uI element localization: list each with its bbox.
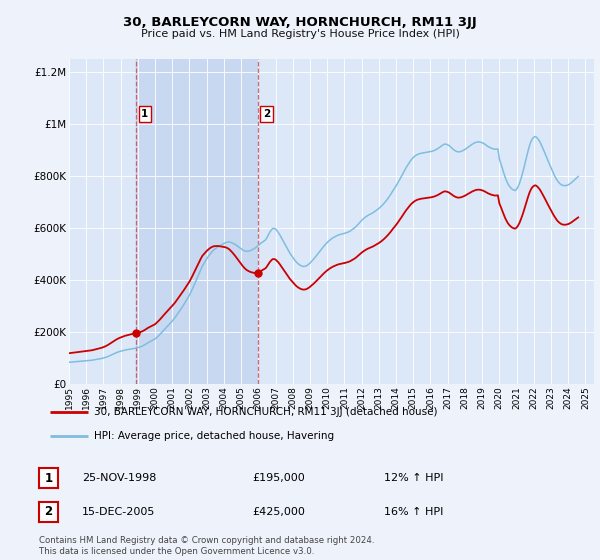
Text: 12% ↑ HPI: 12% ↑ HPI [384, 473, 443, 483]
Text: HPI: Average price, detached house, Havering: HPI: Average price, detached house, Have… [94, 431, 334, 441]
Bar [136, 59, 257, 384]
Text: 30, BARLEYCORN WAY, HORNCHURCH, RM11 3JJ: 30, BARLEYCORN WAY, HORNCHURCH, RM11 3JJ [123, 16, 477, 29]
Text: 16% ↑ HPI: 16% ↑ HPI [384, 507, 443, 517]
Text: £195,000: £195,000 [252, 473, 305, 483]
Text: Price paid vs. HM Land Registry's House Price Index (HPI): Price paid vs. HM Land Registry's House … [140, 29, 460, 39]
Text: 1: 1 [44, 472, 53, 485]
Text: 1: 1 [141, 109, 149, 119]
Text: 15-DEC-2005: 15-DEC-2005 [82, 507, 155, 517]
Text: £425,000: £425,000 [252, 507, 305, 517]
Text: 2: 2 [263, 109, 270, 119]
Text: 25-NOV-1998: 25-NOV-1998 [82, 473, 157, 483]
Text: 30, BARLEYCORN WAY, HORNCHURCH, RM11 3JJ (detached house): 30, BARLEYCORN WAY, HORNCHURCH, RM11 3JJ… [94, 407, 437, 417]
Text: 2: 2 [44, 505, 53, 519]
Text: Contains HM Land Registry data © Crown copyright and database right 2024.
This d: Contains HM Land Registry data © Crown c… [39, 536, 374, 556]
